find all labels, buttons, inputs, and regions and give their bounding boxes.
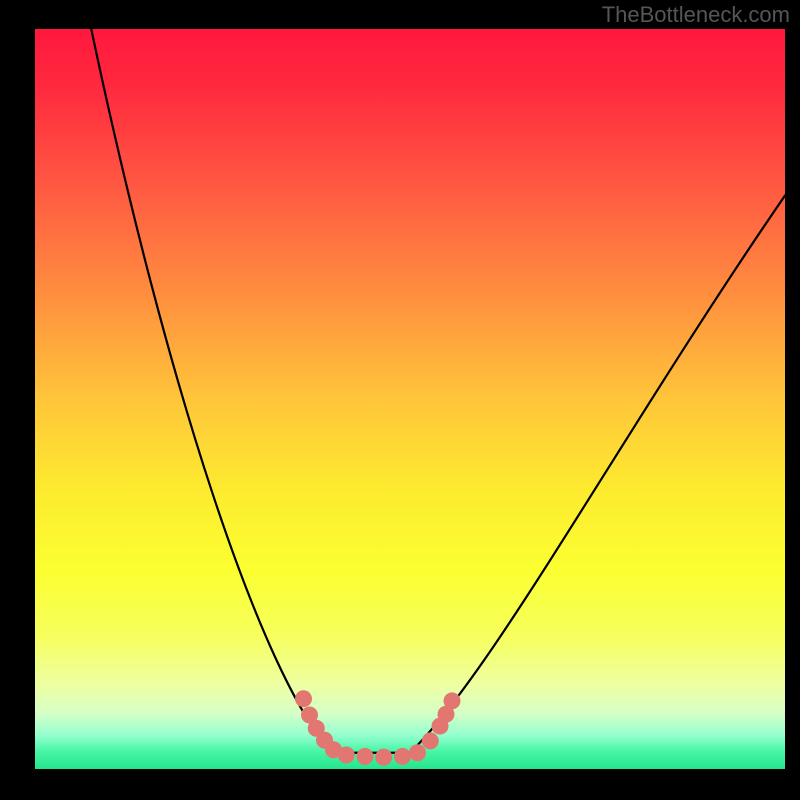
threshold-marker xyxy=(409,744,426,761)
threshold-marker xyxy=(357,748,374,765)
threshold-marker xyxy=(394,748,411,765)
threshold-marker xyxy=(422,732,439,749)
gradient-background xyxy=(35,29,785,769)
threshold-marker xyxy=(444,692,461,709)
threshold-marker xyxy=(338,746,355,763)
bottleneck-chart-svg xyxy=(35,29,785,769)
source-watermark: TheBottleneck.com xyxy=(602,2,790,28)
threshold-marker xyxy=(375,749,392,766)
plot-area xyxy=(35,29,785,769)
threshold-marker xyxy=(295,690,312,707)
chart-frame: TheBottleneck.com xyxy=(0,0,800,800)
